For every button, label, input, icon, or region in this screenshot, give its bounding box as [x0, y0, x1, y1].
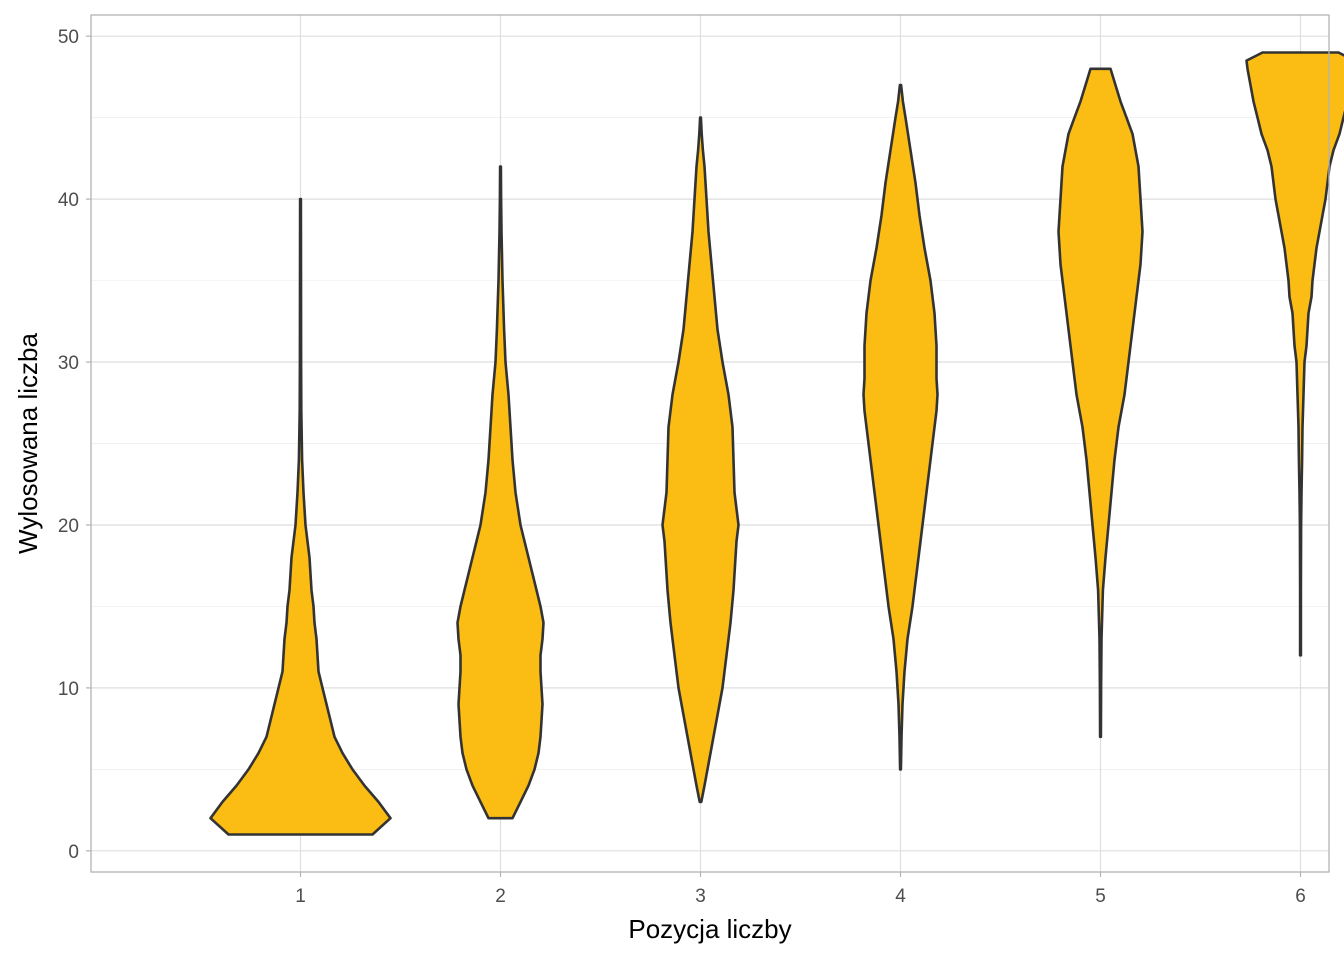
- x-tick-label: 2: [495, 886, 506, 907]
- x-tick-label: 3: [695, 886, 706, 907]
- violin-3: [661, 116, 740, 804]
- violin-6: [1245, 51, 1344, 657]
- violin-5: [1057, 67, 1144, 739]
- violin-2: [456, 165, 545, 820]
- x-axis-tick-labels: 1 2 3 4 5 6: [295, 886, 1306, 907]
- y-tick-label: 0: [68, 842, 79, 863]
- x-tick-label: 1: [295, 886, 306, 907]
- x-tick-label: 4: [895, 886, 906, 907]
- y-tick-label: 40: [58, 190, 79, 211]
- violin-1: [209, 197, 392, 836]
- violins: [209, 51, 1344, 836]
- y-tick-label: 30: [58, 353, 79, 374]
- x-axis-title: Pozycja liczby: [628, 914, 791, 944]
- axis-ticks: [86, 35, 1302, 877]
- y-tick-label: 50: [58, 27, 79, 48]
- y-axis-tick-labels: 0 10 20 30 40 50: [58, 27, 79, 863]
- y-axis-title: Wylosowana liczba: [13, 333, 43, 554]
- x-tick-label: 6: [1295, 886, 1306, 907]
- x-tick-label: 5: [1095, 886, 1106, 907]
- violin-4: [862, 83, 939, 771]
- y-tick-label: 10: [58, 679, 79, 700]
- y-tick-label: 20: [58, 516, 79, 537]
- panel-border: [90, 14, 1330, 873]
